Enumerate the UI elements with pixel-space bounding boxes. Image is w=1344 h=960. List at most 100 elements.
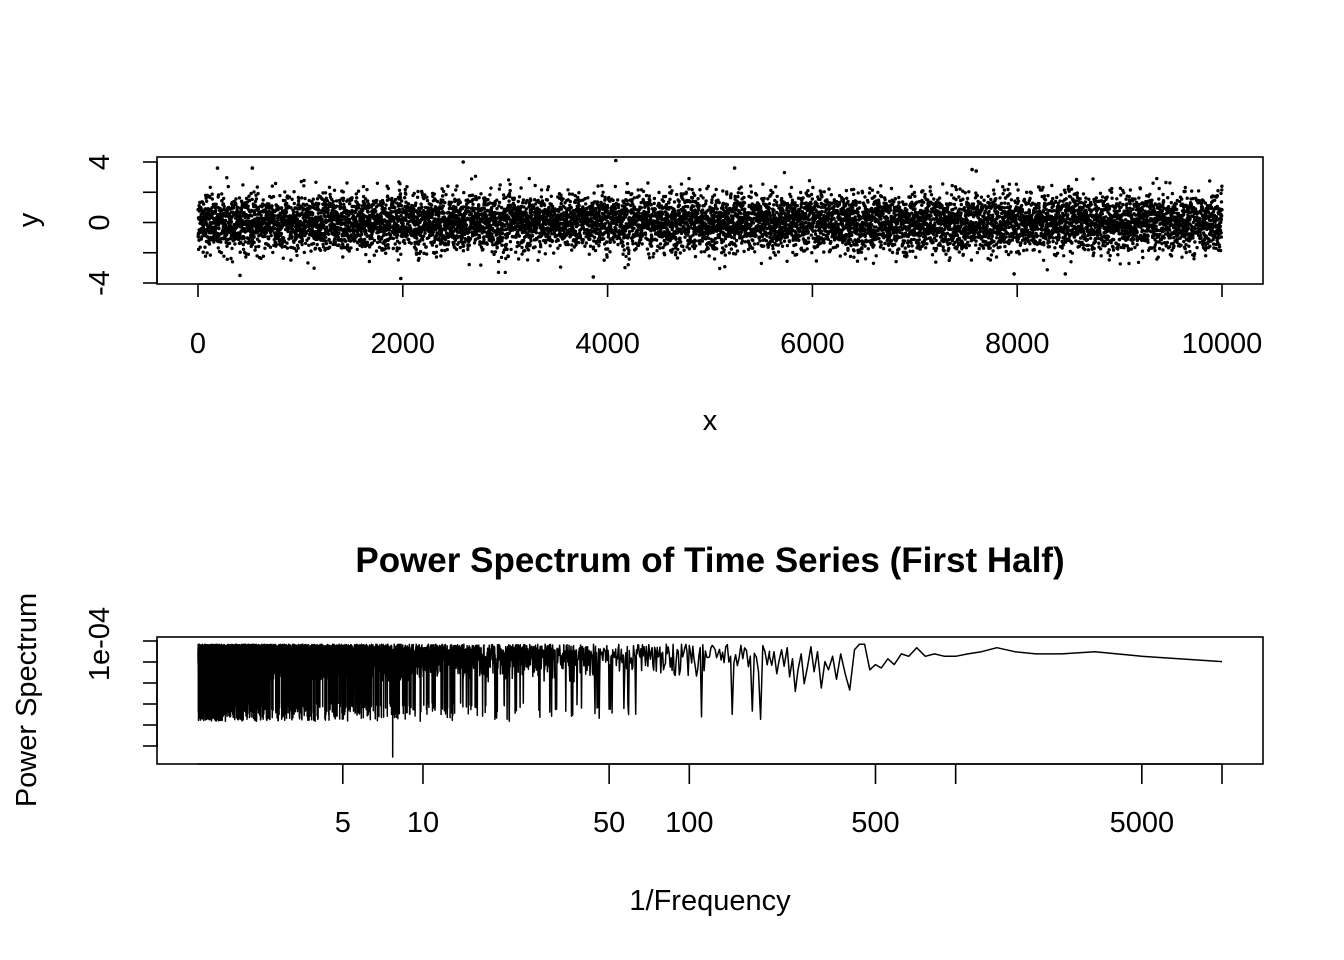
scatter-point (443, 200, 447, 205)
scatter-point (687, 176, 691, 181)
scatter-point (307, 243, 311, 247)
scatter-point (566, 188, 570, 192)
scatter-point (253, 220, 257, 224)
scatter-point (323, 191, 328, 195)
scatter-point (451, 193, 455, 197)
scatter-point (677, 203, 681, 207)
scatter-point (235, 205, 240, 209)
scatter-point (613, 184, 618, 189)
scatter-point (269, 233, 273, 238)
scatter-point (238, 250, 242, 254)
scatter-point (537, 250, 541, 254)
scatter-point (399, 213, 403, 218)
scatter-point (595, 200, 600, 204)
scatter-point (625, 181, 629, 186)
scatter-point (535, 226, 539, 230)
scatter-point (520, 245, 524, 250)
scatter-point (528, 243, 532, 247)
scatter-point (612, 240, 616, 244)
scatter-point (415, 236, 419, 240)
scatter-point (242, 236, 246, 240)
scatter-point (247, 194, 251, 198)
scatter-point (497, 200, 502, 205)
scatter-point (271, 194, 276, 199)
scatter-point (327, 237, 331, 242)
scatter-point (514, 250, 518, 254)
scatter-point (504, 242, 509, 247)
scatter-point (384, 203, 388, 207)
scatter-point (309, 249, 313, 253)
scatter-point (256, 191, 260, 196)
scatter-point (508, 240, 513, 244)
scatter-point (559, 193, 563, 197)
scatter-point (591, 245, 596, 249)
scatter-point (243, 240, 247, 244)
scatter-point (539, 188, 544, 192)
scatter-point (292, 190, 296, 194)
scatter-point (440, 248, 444, 253)
scatter-point (485, 214, 489, 218)
scatter-point (662, 253, 667, 257)
scatter-point (648, 198, 652, 202)
scatter-point (608, 250, 612, 254)
scatter-point (397, 241, 402, 245)
scatter-point (314, 180, 318, 184)
scatter-point (401, 222, 405, 226)
scatter-point (294, 249, 299, 253)
scatter-point (393, 242, 397, 246)
scatter-point (424, 245, 428, 249)
scatter-point (341, 196, 346, 200)
scatter-point (405, 233, 409, 238)
scatter-point (546, 185, 551, 189)
scatter-point (367, 202, 371, 206)
scatter-point (573, 229, 578, 234)
scatter-point (303, 241, 308, 246)
scatter-point (198, 245, 202, 249)
scatter-point (399, 252, 403, 256)
scatter-point (349, 246, 353, 250)
scatter-point (690, 187, 694, 192)
scatter-point (539, 204, 543, 208)
scatter-point (677, 211, 682, 215)
scatter-point (676, 247, 680, 252)
scatter-point (601, 190, 605, 194)
scatter-point (432, 192, 436, 196)
scatter-point (521, 198, 526, 202)
scatter-point (694, 232, 698, 236)
scatter-point (262, 221, 267, 225)
scatter-point (679, 182, 684, 186)
scatter-point (250, 214, 254, 218)
scatter-point (530, 234, 535, 238)
scatter-point (311, 211, 315, 215)
scatter-point (581, 237, 585, 242)
scatter-point (652, 201, 656, 206)
scatter-point (274, 243, 279, 247)
scatter-point (539, 195, 544, 199)
scatter-point (403, 241, 407, 245)
scatter-point (403, 196, 407, 200)
scatter-point (655, 249, 659, 253)
scatter-point (681, 244, 685, 249)
scatter-point (420, 205, 424, 209)
scatter-point (281, 236, 286, 240)
scatter-point (365, 187, 369, 192)
scatter-point (255, 254, 259, 258)
scatter-point (239, 208, 244, 212)
scatter-point (438, 224, 443, 228)
scatter-point (326, 232, 331, 236)
scatter-point (210, 197, 214, 201)
scatter-point (302, 184, 306, 188)
scatter-point (279, 231, 284, 236)
scatter-point (285, 241, 289, 245)
scatter-point (627, 251, 631, 256)
scatter-point (627, 257, 631, 261)
scatter-point (683, 235, 687, 239)
scatter-point (428, 219, 432, 224)
scatter-point (225, 176, 229, 180)
scatter-point (246, 252, 251, 256)
scatter-point (341, 190, 345, 194)
scatter-point (239, 215, 243, 219)
scatter-point (660, 212, 665, 216)
scatter-point (284, 210, 289, 214)
scatter-point (364, 252, 368, 257)
